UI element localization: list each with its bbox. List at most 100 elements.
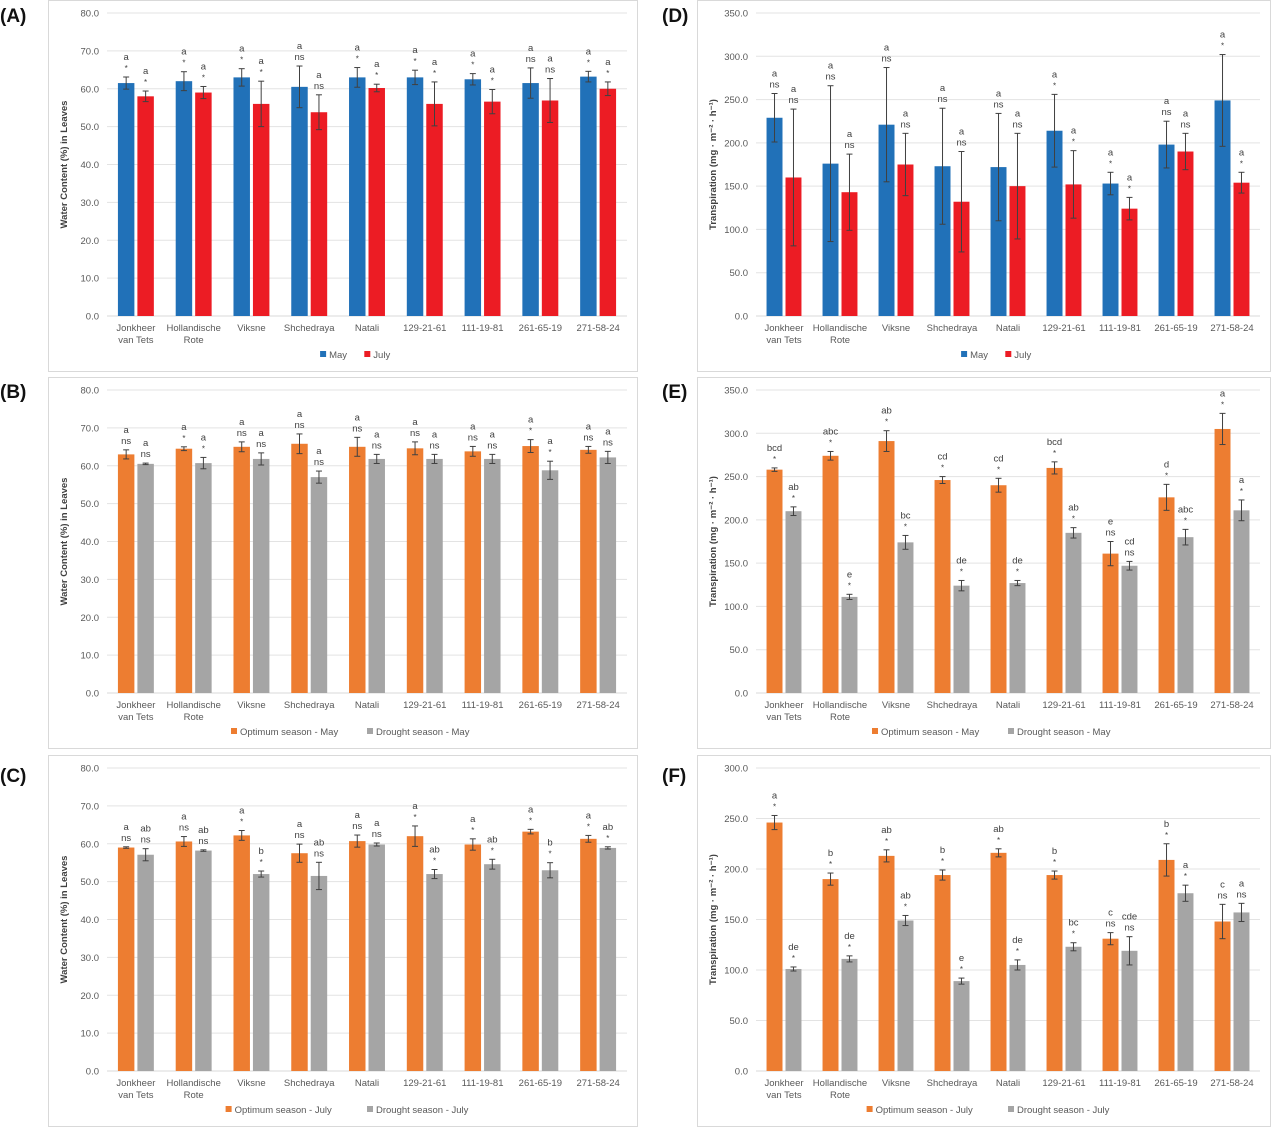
bar-july [484,101,501,316]
significance-mark: ns [141,835,151,846]
x-category-label: 129-21-61 [403,700,446,711]
significance-mark: * [885,837,888,846]
bar-july [841,192,858,316]
bar-may [580,76,597,316]
legend-swatch [367,728,373,734]
legend-label: July [373,350,390,361]
significance-letter: bc [900,510,910,521]
significance-mark: * [885,418,888,427]
y-tick-label: 30.0 [81,198,100,209]
significance-letter: a [259,56,265,67]
bar-july [1121,208,1138,316]
x-category-label: 271-58-24 [576,700,619,711]
y-tick-label: 20.0 [81,991,100,1002]
significance-mark: ns [237,428,247,439]
significance-letter: ab [881,825,892,836]
legend-label: Optimum season - July [235,1105,332,1116]
x-category-label: van Tets [766,335,801,346]
x-category-label: 129-21-61 [403,1078,446,1089]
significance-mark: * [413,57,416,66]
y-tick-label: 150.0 [724,559,748,570]
y-tick-label: 60.0 [81,839,100,850]
significance-letter: b [828,848,833,859]
legend-swatch [1005,351,1012,357]
significance-mark: * [1109,159,1112,168]
significance-mark: ns [372,440,382,451]
bar-drought-season-may [953,585,970,693]
bar-drought-season-may [368,458,385,693]
y-tick-label: 0.0 [86,312,99,323]
significance-mark: * [941,464,944,473]
y-tick-label: 40.0 [81,160,100,171]
significance-letter: de [788,942,799,953]
significance-mark: * [491,846,494,855]
bar-drought-season-may [1233,510,1250,693]
bar-may [766,117,783,316]
significance-mark: * [587,822,590,831]
significance-mark: * [792,954,795,963]
panel-label-d: (D) [662,6,689,27]
bar-july [368,87,385,317]
significance-mark: * [997,465,1000,474]
y-tick-label: 80.0 [81,764,100,775]
legend-swatch [367,1106,373,1112]
significance-mark: ns [352,423,362,434]
bar-optimum-season-july [1158,859,1175,1071]
significance-mark: ns [314,457,324,468]
y-tick-label: 200.0 [724,138,748,149]
significance-letter: a [528,804,534,815]
significance-letter: a [490,429,496,440]
bar-drought-season-may [252,458,270,693]
y-tick-label: 150.0 [724,915,748,926]
significance-letter: a [547,54,553,65]
bar-optimum-season-may [291,443,308,693]
significance-mark: ns [1161,107,1171,118]
x-category-label: Rote [184,1090,204,1101]
significance-letter: a [432,429,438,440]
bar-drought-season-may [785,511,802,693]
significance-letter: a [1127,172,1133,183]
chart-svg-e: 0.0 50.0 100.0 150.0 200.0 250.0 300.0 350.0 Tra… [708,386,1260,738]
significance-letter: ab [900,890,911,901]
significance-letter: a [547,436,553,447]
significance-letter: a [1052,69,1058,80]
significance-letter: a [374,429,380,440]
bar-optimum-season-may [990,485,1007,693]
panel-label-f: (F) [662,766,687,787]
bar-may [464,79,482,316]
x-category-label: Natali [355,1078,379,1089]
significance-letter: a [181,422,187,433]
legend-label: Optimum season - July [876,1105,973,1116]
bar-drought-season-may [1121,565,1138,693]
y-tick-label: 0.0 [735,689,748,700]
y-axis-title: Water Content (%) in Leaves [59,101,70,229]
y-tick-label: 300.0 [724,764,748,775]
significance-mark: ns [881,54,891,65]
bar-july [953,201,970,316]
significance-mark: * [471,826,474,835]
significance-mark: * [413,813,416,822]
bar-optimum-season-july [990,852,1007,1071]
significance-mark: ns [121,436,131,447]
y-tick-label: 30.0 [81,575,100,586]
x-category-label: Natali [355,700,379,711]
significance-letter: a [1220,388,1226,399]
significance-letter: de [1012,935,1023,946]
chart-e-transpiration-may-seasons: 0.0 50.0 100.0 150.0 200.0 250.0 300.0 350.0 Tra… [697,377,1271,749]
x-category-label: Hollandische [813,323,867,334]
y-tick-label: 100.0 [724,966,748,977]
bar-july [897,164,914,316]
significance-mark: * [433,857,436,866]
bar-optimum-season-july [766,822,783,1071]
chart-svg-f: 0.0 50.0 100.0 150.0 200.0 250.0 300.0 Transpir… [708,764,1260,1116]
significance-letter: a [181,47,187,58]
x-category-label: Viksne [237,1078,265,1089]
significance-mark: ns [956,138,966,149]
significance-mark: * [260,858,263,867]
x-category-label: Jonkheer [764,1078,803,1089]
significance-letter: a [412,45,418,56]
x-category-label: 111-19-81 [462,323,504,334]
significance-letter: a [239,417,245,428]
significance-mark: * [941,857,944,866]
significance-mark: ns [179,823,189,834]
